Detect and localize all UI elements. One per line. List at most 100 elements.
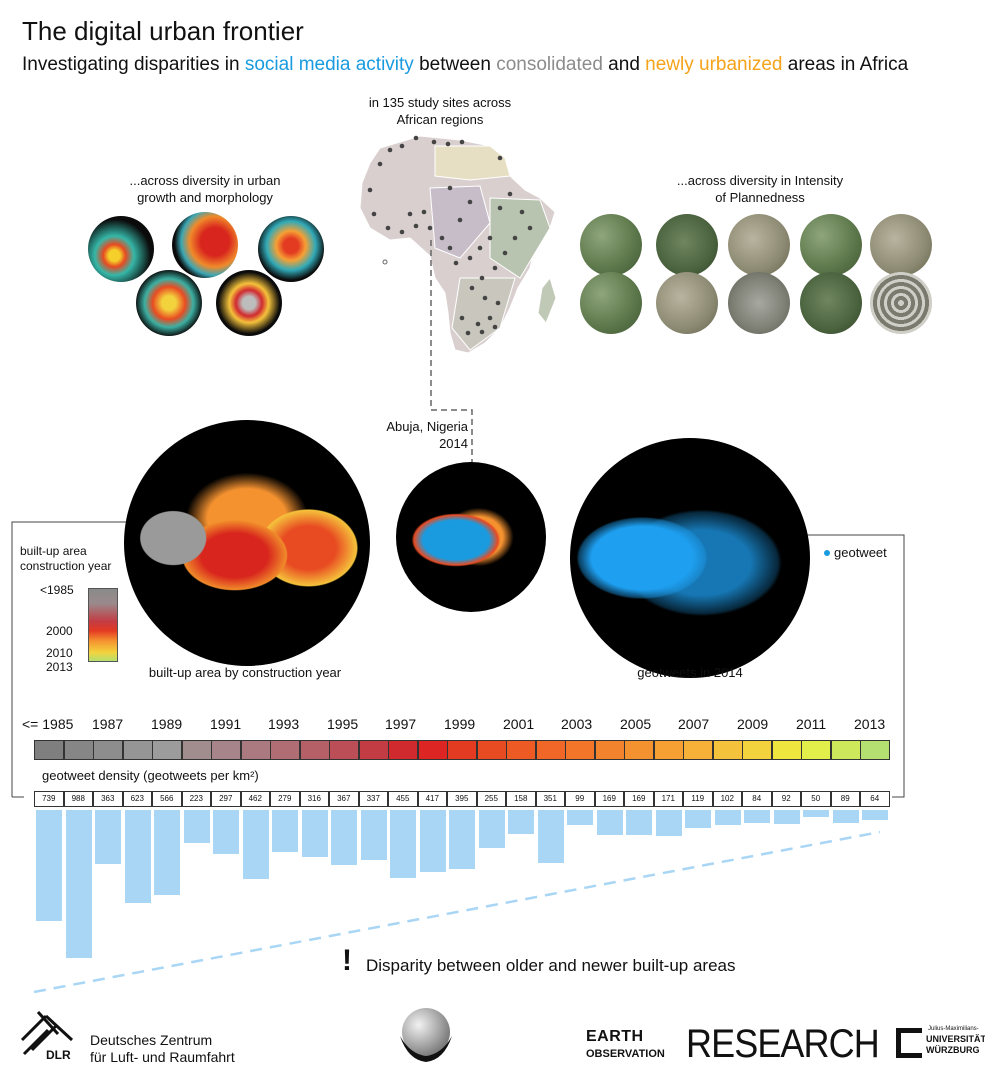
map-caption: in 135 study sites across African region… [368,95,512,127]
globe-wing-icon [400,1036,452,1062]
year-color-cell [358,740,389,760]
density-bar [803,810,829,818]
density-value-label: 337 [358,791,388,807]
plannedness-circle-8 [728,272,790,334]
globe-logo-icon [402,1008,450,1056]
page-title: The digital urban frontier [22,16,304,46]
year-label: 2007 [678,716,710,732]
uni-small: Julius-Maximilians- [928,1026,979,1032]
subtitle-part3: and [602,54,646,75]
year-color-cell [860,740,890,760]
plannedness-circle-9 [800,272,862,334]
density-bar [390,810,416,879]
year-label: 1993 [268,716,300,732]
year-color-cell [742,740,772,760]
dlr-abbr: DLR [46,1048,71,1062]
construction-legend-title-line2: construction year [20,559,112,573]
density-value-label: 119 [683,791,713,807]
year-label: 1995 [327,716,359,732]
builtup-caption: built-up area by construction year [148,665,342,680]
density-bar [567,810,593,825]
density-value-label: 279 [270,791,300,807]
density-value-label: 169 [624,791,654,807]
density-bar [714,810,741,826]
year-color-cell [152,740,182,760]
year-color-cell [506,740,536,760]
geotweet-map-circle [570,438,810,678]
density-bar [626,810,652,836]
density-bar [508,810,534,834]
year-label: 2013 [854,716,886,732]
year-color-cell [447,740,477,760]
year-color-cell [211,740,241,760]
year-label: <= 1985 [22,716,74,732]
density-value-label: 99 [565,791,595,807]
subtitle-highlight-new: newly urbanized [645,54,783,75]
density-bar [154,810,180,895]
density-value-label: 417 [417,791,447,807]
density-value-label: 171 [653,791,683,807]
density-value-label: 316 [299,791,329,807]
density-bar [596,810,623,836]
uni-name: UNIVERSITÄT WÜRZBURG [926,1034,985,1056]
eo-research: RESEARCH [686,1022,880,1066]
density-value-label: 255 [476,791,506,807]
dlr-name-line1: Deutsches Zentrum [90,1032,213,1048]
morphology-circle-4 [136,270,202,336]
density-bar [183,810,210,844]
year-color-cell [122,740,153,760]
year-color-cell [270,740,300,760]
year-color-cell [329,740,359,760]
plannedness-circle-1 [580,214,642,276]
subtitle-highlight-social: social media activity [244,54,414,75]
year-color-cell [830,740,861,760]
uni-name-line2: WÜRZBURG [926,1045,980,1055]
density-bar [449,810,475,870]
year-color-cell [93,740,123,760]
dlr-name-line2: für Luft- und Raumfahrt [90,1049,235,1065]
year-label: 2005 [620,716,652,732]
construction-legend-title-line1: built-up area [20,544,87,558]
density-value-label: 89 [830,791,860,807]
density-value-label: 462 [240,791,270,807]
year-color-cell [240,740,271,760]
plannedness-circle-6 [580,272,642,334]
study-sites [367,135,533,336]
morphology-circle-1 [88,216,154,282]
density-value-label: 297 [211,791,241,807]
geotweet-legend-dot [824,550,830,556]
density-bar [36,810,62,921]
year-label: 2011 [796,716,827,732]
region-east [489,197,551,279]
construction-legend-colorbar [88,588,118,662]
dlr-name: Deutsches Zentrum für Luft- und Raumfahr… [90,1032,235,1066]
year-color-cell [594,740,625,760]
year-color-cell [34,740,64,760]
construction-legend-label-2000: 2000 [46,624,73,638]
density-bar [655,810,682,836]
subtitle-part2: between [413,54,497,75]
uni-name-line1: UNIVERSITÄT [926,1034,985,1044]
density-value-label: 92 [771,791,801,807]
construction-legend-label-1985: <1985 [40,583,74,597]
density-bar [685,810,711,828]
plannedness-circle-2 [656,214,718,276]
year-label: 2003 [561,716,593,732]
density-bar [773,810,800,824]
density-bar [744,810,770,823]
density-value-label: 566 [152,791,182,807]
island-marker [382,259,388,265]
density-value-label: 988 [63,791,93,807]
density-bar [862,810,888,820]
year-label: 1987 [92,716,124,732]
geotweet-legend-label: geotweet [834,545,887,560]
year-label: 2001 [503,716,535,732]
year-label: 2009 [737,716,769,732]
plannedness-circle-5 [870,214,932,276]
year-label: 1997 [385,716,417,732]
abuja-caption-city: Abuja, Nigeria [386,419,468,434]
construction-legend-label-2013: 2013 [46,660,73,674]
abuja-overlay-circle [396,462,546,612]
page-subtitle: Investigating disparities in social medi… [22,54,908,76]
plannedness-circle-3 [728,214,790,276]
